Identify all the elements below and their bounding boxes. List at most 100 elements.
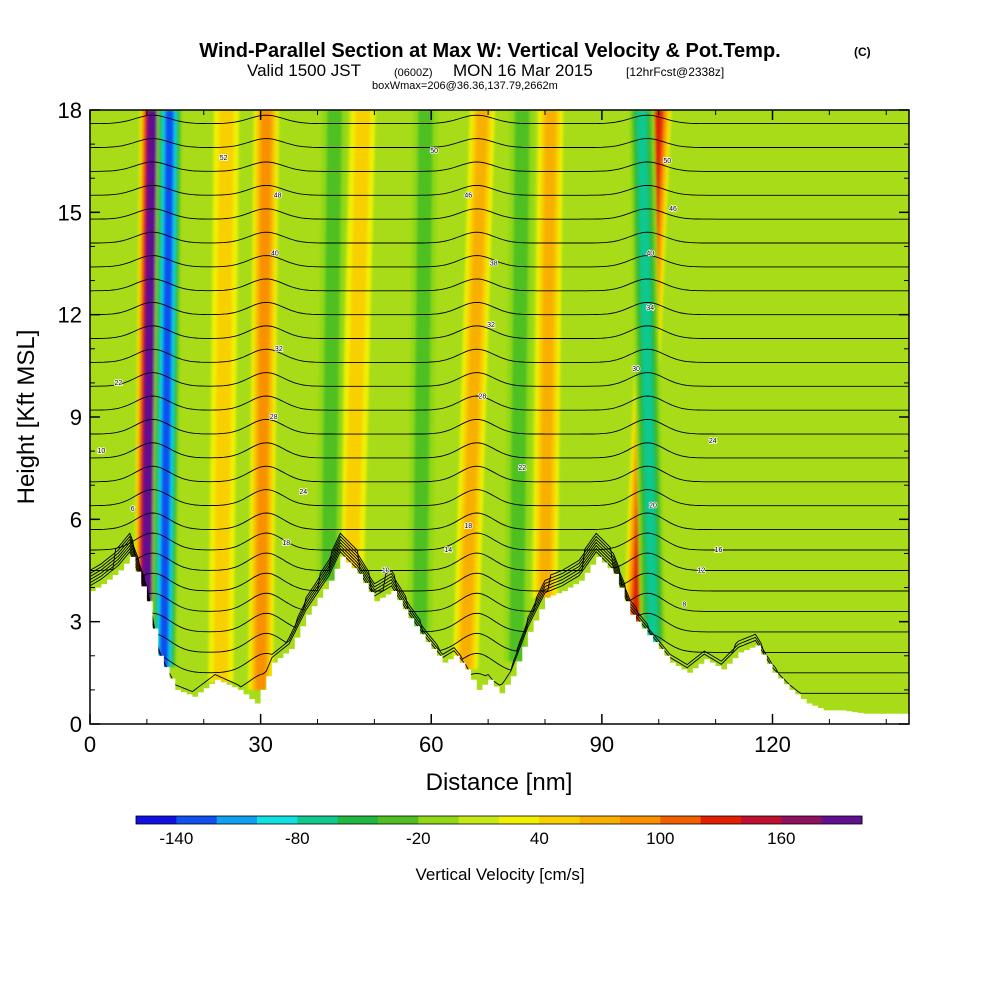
colorbar-tick-label-2: -20 — [406, 829, 431, 848]
chart-subtitle-box: boxWmax=206@36.36,137.79,2662m — [372, 80, 558, 92]
theta-contour-9 — [90, 489, 909, 507]
velocity-field — [134, 110, 672, 690]
theta-contour-20 — [90, 231, 909, 244]
colorbar-swatch-14 — [700, 816, 742, 824]
updraft-band-1-level-3 — [255, 110, 272, 690]
colorbar-tick-label-5: 160 — [767, 829, 795, 848]
colorbar-swatch-10 — [539, 816, 581, 824]
theta-contour-7 — [90, 532, 909, 551]
theta-contour-label-13: 38 — [490, 261, 498, 268]
y-axis-label: Height [Kft MSL] — [13, 330, 40, 505]
terrain-mask — [90, 556, 909, 724]
theta-contour-label-3: 52 — [220, 155, 228, 162]
theta-contour-11 — [90, 442, 909, 459]
theta-contour-12 — [90, 418, 909, 435]
theta-contour-15 — [90, 348, 909, 363]
theta-contour-label-28: 8 — [682, 602, 686, 609]
colorbar-swatch-4 — [297, 816, 339, 824]
theta-contour-label-16: 22 — [518, 465, 526, 472]
colorbar: -140 -80 -20 40 100 160 — [135, 815, 863, 848]
y-axis: 0 3 6 9 12 15 18 — [58, 98, 909, 737]
colorbar-tick-label-1: -80 — [285, 829, 310, 848]
theta-contour-label-18: 14 — [444, 547, 452, 554]
colorbar-swatch-9 — [499, 816, 540, 824]
theta-contour-24 — [90, 138, 909, 148]
colorbar-tick-label-4: 100 — [646, 829, 674, 848]
y-tick-label-0: 0 — [70, 712, 82, 737]
colorbar-label: Vertical Velocity [cm/s] — [415, 865, 584, 884]
colorbar-tick-label-3: 40 — [530, 829, 549, 848]
theta-contour-18 — [90, 278, 909, 292]
colorbar-swatch-17 — [821, 816, 863, 824]
theta-contour-label-22: 34 — [646, 305, 654, 312]
theta-contour-19 — [90, 255, 909, 268]
plot-area: 10 22 6 52 48 40 32 28 24 18 10 50 46 38 32 28 22 18 14 50 4… — [90, 110, 909, 724]
chart-title-suffix: (C) — [854, 45, 871, 59]
x-tick-label-3: 90 — [590, 732, 614, 757]
theta-contour-label-10: 10 — [382, 568, 390, 575]
theta-contour-label-5: 40 — [271, 250, 279, 257]
theta-contour-6 — [90, 532, 909, 571]
theta-contour-2 — [90, 544, 909, 653]
chart-title: Wind-Parallel Section at Max W: Vertical… — [199, 40, 780, 62]
theta-contour-label-9: 18 — [282, 540, 290, 547]
theta-contour-label-0: 10 — [97, 448, 105, 455]
x-tick-label-1: 30 — [248, 732, 272, 757]
colorbar-swatch-5 — [337, 816, 379, 824]
theta-contour-23 — [90, 161, 909, 172]
colorbar-swatch-8 — [458, 816, 500, 824]
y-tick-label-2: 6 — [70, 507, 82, 532]
theta-contour-label-25: 20 — [649, 503, 657, 510]
theta-contour-16 — [90, 325, 909, 339]
colorbar-swatch-12 — [620, 816, 661, 824]
colorbar-swatch-1 — [176, 816, 218, 824]
theta-contour-13 — [90, 395, 909, 411]
theta-contour-label-6: 32 — [275, 346, 283, 353]
theta-contour-8 — [90, 512, 909, 531]
theta-contour-labels: 10 22 6 52 48 40 32 28 24 18 10 50 46 38 32 28 22 18 14 50 4… — [97, 147, 723, 609]
x-tick-label-4: 120 — [754, 732, 791, 757]
y-tick-label-5: 15 — [58, 200, 82, 225]
downdraft-band-1-level-3 — [636, 110, 658, 643]
x-axis: 0 30 60 90 120 — [84, 110, 887, 757]
theta-contour-14 — [90, 372, 909, 387]
chart-subtitle-date: MON 16 Mar 2015 — [453, 61, 593, 80]
theta-contour-label-1: 22 — [115, 380, 123, 387]
theta-contour-label-27: 12 — [698, 568, 706, 575]
theta-contour-label-14: 32 — [487, 322, 495, 329]
theta-contour-10 — [90, 465, 909, 483]
theta-contour-label-19: 50 — [663, 158, 671, 165]
theta-contour-label-17: 18 — [464, 523, 472, 530]
theta-contour-label-26: 16 — [715, 547, 723, 554]
theta-contour-label-20: 46 — [669, 206, 677, 213]
theta-contour-25 — [90, 114, 909, 125]
theta-contours — [90, 114, 909, 694]
chart-subtitle-forecast: [12hrFcst@2338z] — [626, 65, 724, 79]
y-tick-label-6: 18 — [58, 98, 82, 123]
colorbar-swatch-6 — [378, 816, 419, 824]
theta-contour-label-4: 48 — [274, 192, 282, 199]
colorbar-swatch-0 — [136, 816, 177, 824]
updraft-band-0-level-9 — [143, 110, 156, 602]
y-tick-label-1: 3 — [70, 610, 82, 635]
colorbar-swatch-13 — [660, 816, 702, 824]
x-tick-label-0: 0 — [84, 732, 96, 757]
y-tick-label-4: 12 — [58, 303, 82, 328]
x-axis-label: Distance [nm] — [426, 769, 573, 796]
updraft-band-6-level-1 — [213, 110, 234, 683]
updraft-band-4-level-2 — [539, 110, 557, 598]
x-tick-label-2: 60 — [419, 732, 443, 757]
downdraft-band-4-level-1 — [412, 110, 433, 635]
theta-contour-label-7: 28 — [270, 414, 278, 421]
updraft-band-3-level-2 — [459, 110, 489, 670]
y-tick-label-3: 9 — [70, 405, 82, 430]
chart-subtitle-valid: Valid 1500 JST — [247, 61, 361, 80]
theta-contour-5 — [90, 535, 909, 592]
theta-contour-21 — [90, 208, 909, 220]
downdraft-band-0-level-6 — [160, 110, 174, 668]
theta-contour-3 — [90, 541, 909, 633]
updraft-band-2-level-1 — [344, 110, 371, 569]
theta-contour-label-12: 46 — [464, 192, 472, 199]
colorbar-tick-label-0: -140 — [159, 829, 193, 848]
